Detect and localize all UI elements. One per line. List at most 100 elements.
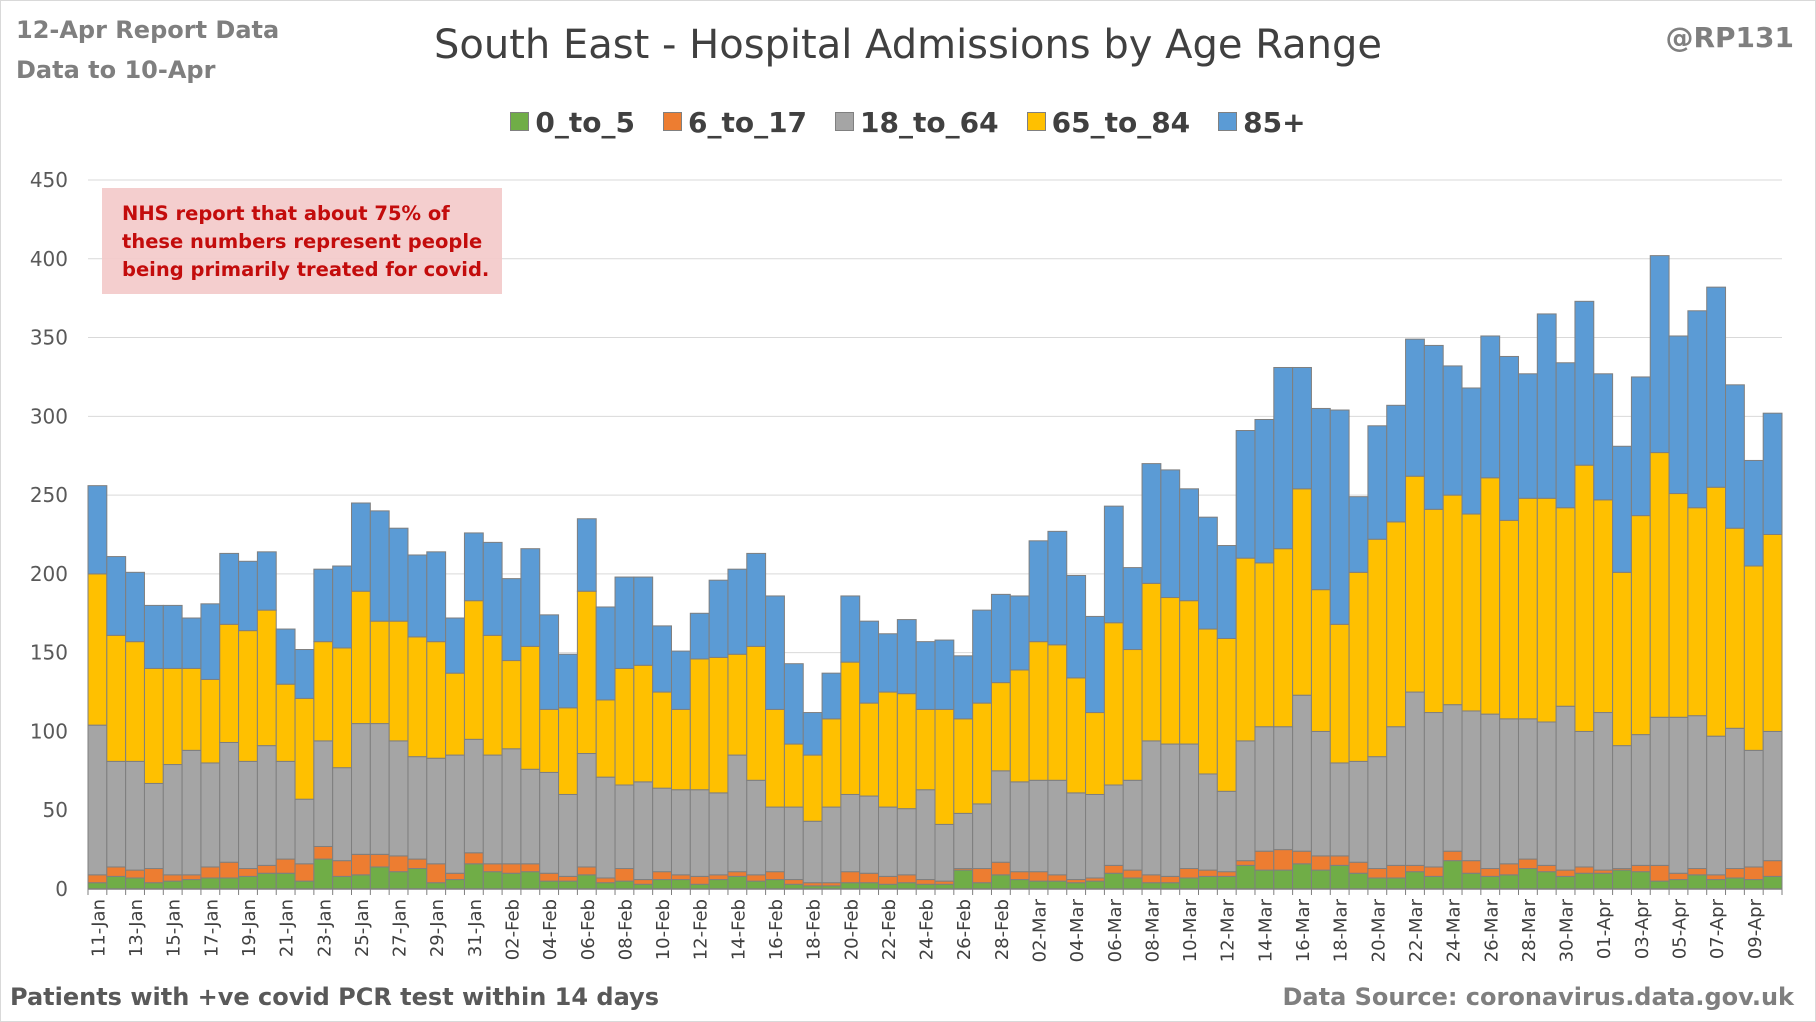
bar-segment-6-to-17 — [1423, 866, 1444, 877]
bar-segment-65-to-84 — [1612, 571, 1632, 747]
bar-segment-85plus — [840, 595, 861, 663]
bar-segment-85plus — [294, 649, 315, 699]
legend-item-65-to-84: 65_to_84 — [1026, 106, 1190, 139]
bar-segment-85plus — [1179, 488, 1200, 602]
bar-segment-6-to-17 — [558, 875, 578, 882]
x-tick-label: 27-Jan — [390, 899, 411, 957]
y-axis: 0 50 100 150 200 250 300 350 400 450 — [30, 168, 68, 901]
bar-segment-65-to-84 — [1461, 513, 1482, 712]
bar-segment-0-to-5 — [87, 882, 108, 890]
bar-segment-65-to-84 — [501, 660, 522, 750]
bar-segment-6-to-17 — [143, 868, 164, 884]
bar-segment-18-to-64 — [1085, 793, 1105, 879]
bar-segment-65-to-84 — [1066, 677, 1087, 794]
bar-segment-65-to-84 — [934, 708, 955, 825]
bar-segment-85plus — [407, 554, 428, 638]
bar-segment-65-to-84 — [219, 623, 240, 743]
bar-segment-65-to-84 — [539, 708, 560, 773]
bar-stack — [1235, 430, 1256, 890]
bar-segment-0-to-5 — [1517, 868, 1538, 890]
x-tick-label: 17-Jan — [201, 899, 222, 957]
bar-stack — [313, 568, 334, 890]
bar-segment-18-to-64 — [576, 753, 597, 868]
bar-segment-65-to-84 — [633, 664, 654, 783]
bar-segment-6-to-17 — [313, 845, 334, 860]
bar-stack — [1160, 469, 1181, 890]
bar-segment-0-to-5 — [1593, 872, 1614, 890]
bar-stack — [1480, 335, 1501, 890]
bar-segment-65-to-84 — [1499, 519, 1519, 720]
bar-segment-6-to-17 — [87, 874, 108, 884]
bar-segment-6-to-17 — [652, 871, 672, 881]
bar-segment-6-to-17 — [520, 863, 541, 873]
bar-segment-6-to-17 — [708, 874, 729, 881]
bar-segment-65-to-84 — [727, 653, 748, 756]
x-tick-label: 15-Jan — [164, 899, 185, 957]
bar-segment-18-to-64 — [1254, 726, 1275, 852]
bar-segment-85plus — [1725, 384, 1745, 529]
bar-segment-65-to-84 — [351, 590, 371, 725]
x-tick-label: 03-Apr — [1632, 898, 1653, 959]
bar-segment-0-to-5 — [1047, 880, 1068, 890]
bar-segment-6-to-17 — [633, 879, 654, 885]
bar-stack — [256, 551, 277, 890]
bar-stack — [972, 609, 992, 890]
bar-segment-6-to-17 — [256, 864, 277, 874]
bar-segment-65-to-84 — [972, 702, 992, 805]
bar-segment-85plus — [501, 578, 522, 662]
bar-segment-18-to-64 — [783, 806, 804, 881]
bar-stack — [1405, 338, 1425, 890]
bar-stack — [407, 554, 428, 890]
bar-segment-0-to-5 — [1141, 882, 1162, 890]
bar-stack — [1047, 530, 1068, 890]
x-tick-label: 08-Feb — [615, 899, 636, 960]
x-tick-label: 10-Feb — [653, 899, 674, 960]
x-tick-label: 21-Jan — [277, 899, 298, 957]
bar-segment-85plus — [1292, 366, 1312, 490]
bar-segment-65-to-84 — [463, 600, 484, 740]
x-tick-label: 12-Mar — [1218, 898, 1239, 962]
bar-stack — [1085, 615, 1105, 890]
bar-segment-85plus — [1047, 530, 1068, 646]
bar-segment-6-to-17 — [1743, 866, 1764, 881]
bar-stack — [369, 510, 390, 890]
bar-segment-0-to-5 — [143, 882, 164, 890]
bar-stack — [1649, 255, 1670, 890]
x-tick-label: 24-Feb — [917, 899, 938, 960]
y-tick-label: 400 — [30, 247, 68, 271]
bar-segment-65-to-84 — [1141, 582, 1162, 742]
bar-segment-85plus — [558, 653, 578, 709]
bar-stack — [426, 551, 447, 890]
bar-segment-6-to-17 — [1310, 855, 1331, 871]
bar-segment-0-to-5 — [765, 879, 785, 890]
bar-segment-18-to-64 — [143, 782, 164, 870]
bar-segment-65-to-84 — [821, 718, 842, 808]
bar-stack — [1743, 459, 1764, 890]
bar-segment-0-to-5 — [106, 875, 127, 890]
bar-segment-65-to-84 — [1254, 562, 1275, 728]
x-tick-label: 20-Feb — [841, 899, 862, 960]
bar-stack — [1630, 376, 1651, 890]
bar-segment-6-to-17 — [219, 861, 240, 879]
legend-item-0-to-5: 0_to_5 — [510, 106, 635, 139]
bar-segment-85plus — [576, 518, 597, 592]
bar-segment-6-to-17 — [1292, 850, 1312, 865]
bar-stack — [765, 595, 785, 890]
bar-stack — [1725, 384, 1745, 890]
bar-segment-6-to-17 — [1047, 874, 1068, 882]
bar-segment-6-to-17 — [1122, 869, 1143, 879]
y-tick-label: 50 — [43, 798, 68, 822]
bar-segment-85plus — [388, 527, 409, 622]
bar-segment-18-to-64 — [878, 806, 898, 877]
bar-segment-6-to-17 — [1687, 868, 1708, 876]
bar-segment-85plus — [463, 532, 484, 602]
bar-segment-6-to-17 — [275, 858, 296, 874]
bar-segment-18-to-64 — [614, 784, 635, 870]
bar-segment-18-to-64 — [426, 757, 447, 865]
bar-segment-6-to-17 — [670, 874, 691, 881]
bar-segment-6-to-17 — [595, 877, 616, 884]
bar-segment-65-to-84 — [765, 708, 785, 808]
bar-segment-6-to-17 — [689, 875, 710, 885]
bar-segment-65-to-84 — [652, 691, 672, 789]
x-tick-label: 25-Jan — [352, 899, 373, 957]
